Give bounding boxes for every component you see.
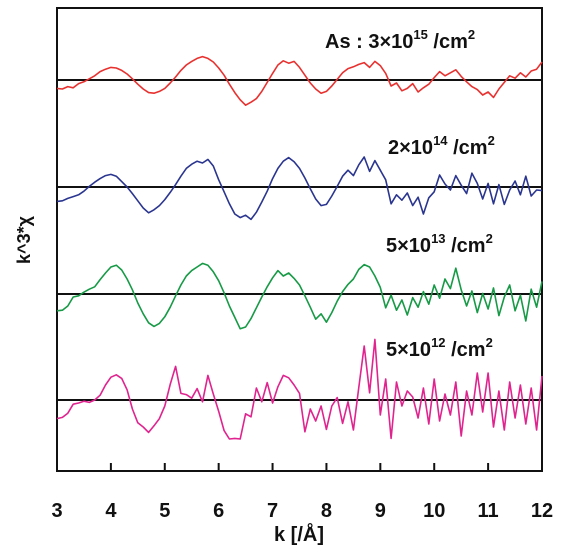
x-tick-label-7: 7 <box>267 500 278 522</box>
series-label-3: 5×1012 /cm2 <box>386 335 493 361</box>
series-label-0: As : 3×1015 /cm2 <box>325 27 475 53</box>
x-tick-label-9: 9 <box>375 500 386 522</box>
x-tick-label-6: 6 <box>213 500 224 522</box>
series-line-3 <box>56 338 543 440</box>
x-axis-label: k [/Å] <box>274 522 324 546</box>
curves <box>56 55 543 440</box>
series-labels: As : 3×1015 /cm2 2×1014 /cm2 5×1013 /cm2 5×… <box>325 27 495 361</box>
x-tick-label-5: 5 <box>159 500 170 522</box>
x-tick-label-4: 4 <box>105 500 117 522</box>
y-axis-label: k^3*χ <box>14 215 34 264</box>
series-label-2: 5×1013 /cm2 <box>386 231 493 257</box>
series-line-1 <box>56 156 543 221</box>
x-tick-label-12: 12 <box>531 500 553 522</box>
plot-frame <box>56 7 543 472</box>
x-ticks <box>56 463 543 471</box>
series-line-0 <box>56 55 543 106</box>
x-tick-label-11: 11 <box>478 500 499 522</box>
baselines <box>57 79 542 401</box>
x-tick-label-3: 3 <box>51 500 62 522</box>
series-label-1: 2×1014 /cm2 <box>388 133 495 159</box>
x-tick-label-10: 10 <box>423 500 445 522</box>
x-tick-labels: 3 4 5 6 7 8 9 10 11 12 <box>51 500 553 522</box>
x-tick-label-8: 8 <box>321 500 332 522</box>
series-line-2 <box>56 262 543 330</box>
